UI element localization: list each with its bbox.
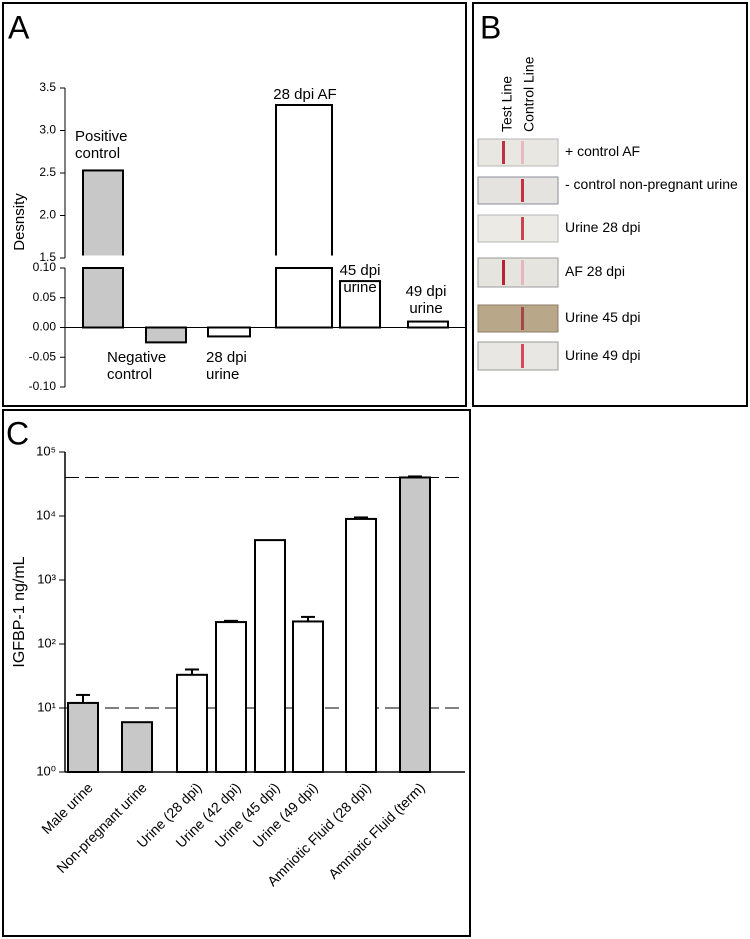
y-tick-label: -0.10	[29, 379, 57, 393]
category-label: 28 dpi urine	[206, 349, 247, 383]
row-label: AF 28 dpi	[565, 263, 625, 279]
row-label: Urine 28 dpi	[565, 219, 641, 235]
y-axis-label: Desnsity	[11, 193, 28, 251]
panel-label: C	[6, 415, 29, 451]
y-tick-label: 10⁵	[36, 443, 56, 458]
panel-label: A	[8, 9, 30, 45]
row-label: Urine 45 dpi	[565, 309, 641, 325]
panel-a-frame	[2, 2, 467, 407]
bar	[407, 320, 449, 329]
x-tick-label: Male urine	[38, 779, 96, 837]
category-label: 49 dpi urine	[405, 283, 447, 317]
bar-upper-part	[275, 104, 333, 259]
bar-lower-part	[275, 267, 333, 329]
strip-line	[502, 260, 505, 285]
bar	[399, 476, 431, 773]
strip	[477, 257, 559, 288]
strip	[477, 176, 559, 205]
strip-line	[521, 307, 524, 330]
column-label: Control Line	[521, 56, 537, 132]
y-tick-label: 3.5	[39, 80, 56, 94]
panel-c-frame	[2, 409, 471, 937]
y-tick-label: 0.10	[33, 260, 57, 274]
category-label: Negative control	[107, 349, 167, 383]
strip-line	[521, 179, 524, 202]
row-label: Urine 49 dpi	[565, 347, 641, 363]
bar	[345, 517, 377, 773]
strip	[477, 341, 559, 371]
x-tick-label: Amniotic Fluid (28 dpi)	[264, 779, 374, 889]
y-tick-label: -0.05	[29, 349, 57, 363]
x-tick-label: Amniotic Fluid (term)	[325, 779, 428, 882]
y-tick-label: 10⁴	[36, 507, 56, 522]
bar	[176, 673, 208, 774]
strip	[477, 214, 559, 243]
y-tick-label: 10²	[37, 635, 56, 650]
bar	[121, 721, 153, 773]
y-axis-label: IGFBP-1 ng/mL	[11, 556, 28, 667]
bar	[67, 701, 99, 773]
test-strips	[477, 138, 559, 371]
category-label: Positive control	[75, 128, 128, 162]
x-tick-label: Non-pregnant urine	[53, 779, 150, 876]
category-label: 45 dpi urine	[339, 262, 381, 296]
category-label: 28 dpi AF	[273, 86, 337, 103]
row-label: - control non-pregnant urine	[565, 176, 738, 192]
y-tick-label: 0.00	[33, 320, 57, 334]
y-tick-label: 2.0	[39, 208, 56, 222]
y-tick-label: 10⁰	[36, 763, 56, 778]
strip	[477, 304, 559, 333]
panel-b-frame	[472, 2, 748, 407]
strip-line	[521, 141, 524, 164]
column-label: Test Line	[499, 76, 515, 132]
strip-line	[521, 344, 524, 368]
y-tick-label: 1.5	[39, 250, 56, 264]
panel-label: B	[480, 9, 501, 45]
bar	[254, 539, 286, 774]
bar	[215, 621, 247, 774]
bar	[339, 280, 381, 329]
y-tick-label: 10³	[37, 571, 56, 586]
bar	[145, 326, 187, 344]
strip-line	[521, 260, 524, 285]
bar	[292, 620, 324, 774]
bar	[207, 326, 251, 338]
y-tick-label: 0.05	[33, 290, 57, 304]
y-tick-label: 3.0	[39, 123, 56, 137]
bar-upper-part	[82, 169, 124, 259]
row-label: + control AF	[565, 143, 641, 159]
strip-line	[502, 141, 505, 164]
bar-lower-part	[82, 267, 124, 329]
strip-line	[521, 217, 524, 240]
strip	[477, 138, 559, 167]
y-tick-label: 2.5	[39, 165, 56, 179]
y-tick-label: 10¹	[37, 699, 56, 714]
